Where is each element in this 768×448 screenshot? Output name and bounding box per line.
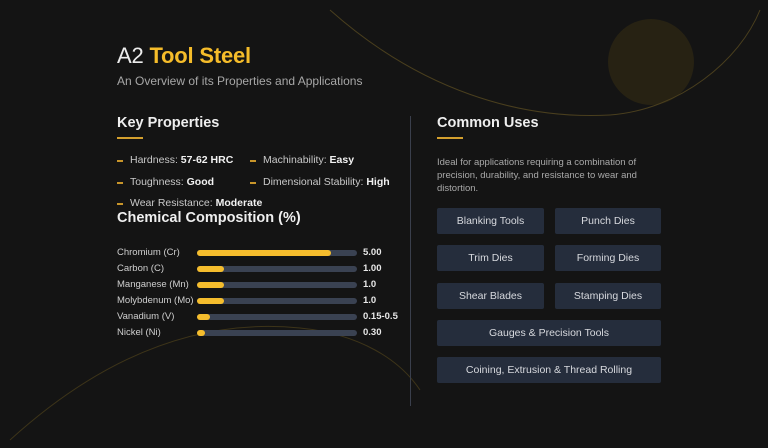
decorative-arc-bottom [9,325,421,441]
property-toughness: Toughness: Good [117,176,214,188]
bar-fill [197,330,205,336]
element-label: Manganese (Mn) [117,279,189,290]
property-hardness: Hardness: 57-62 HRC [117,154,233,166]
property-value: Moderate [215,197,263,209]
composition-heading: Chemical Composition (%) [117,210,301,226]
bullet-dash-icon [250,160,256,163]
heading-underline [437,137,463,139]
bar-track [197,266,357,272]
composition-row: Carbon (C) 1.00 [117,262,407,276]
use-stamping-dies[interactable]: Stamping Dies [555,283,661,309]
bar-fill [197,250,332,256]
bar-fill [197,298,225,304]
use-coining-extrusion-thread-rolling[interactable]: Coining, Extrusion & Thread Rolling [437,357,661,383]
property-machinability: Machinability: Easy [250,154,354,166]
property-label: Hardness: [130,154,178,166]
title-highlight: Tool Steel [149,43,251,68]
element-value: 5.00 [363,247,382,258]
element-value: 1.0 [363,279,377,290]
property-label: Wear Resistance: [130,197,213,209]
use-blanking-tools[interactable]: Blanking Tools [437,208,544,234]
composition-row: Molybdenum (Mo) 1.0 [117,294,407,308]
common-uses-heading: Common Uses [437,115,539,131]
property-value: Good [186,176,215,188]
property-label: Dimensional Stability: [263,176,364,188]
use-forming-dies[interactable]: Forming Dies [555,245,661,271]
use-trim-dies[interactable]: Trim Dies [437,245,544,271]
property-value: Easy [329,154,355,166]
bar-fill [197,282,225,288]
use-punch-dies[interactable]: Punch Dies [555,208,661,234]
element-label: Nickel (Ni) [117,327,161,338]
decorative-circle [608,19,694,105]
bar-fill [197,314,210,320]
composition-row: Chromium (Cr) 5.00 [117,246,407,260]
title-prefix: A2 [117,43,144,68]
column-divider [410,116,411,406]
property-value: High [366,176,390,188]
property-wear-resistance: Wear Resistance: Moderate [117,197,262,209]
page-subtitle: An Overview of its Properties and Applic… [117,74,363,88]
use-shear-blades[interactable]: Shear Blades [437,283,544,309]
bullet-dash-icon [117,160,123,163]
page-title: A2 Tool Steel [117,43,251,69]
bar-track [197,282,357,288]
bar-track [197,298,357,304]
bar-track [197,330,357,336]
element-label: Vanadium (V) [117,311,175,322]
bullet-dash-icon [117,182,123,185]
element-value: 1.0 [363,295,377,306]
property-label: Toughness: [130,176,184,188]
heading-underline [117,137,143,139]
element-label: Carbon (C) [117,263,164,274]
property-value: 57-62 HRC [180,154,234,166]
composition-row: Nickel (Ni) 0.30 [117,326,407,340]
element-value: 0.15-0.5 [363,311,398,322]
composition-row: Vanadium (V) 0.15-0.5 [117,310,407,324]
element-value: 0.30 [363,327,382,338]
element-label: Molybdenum (Mo) [117,295,194,306]
key-properties-heading: Key Properties [117,115,220,131]
composition-row: Manganese (Mn) 1.0 [117,278,407,292]
bullet-dash-icon [250,182,256,185]
use-gauges-precision-tools[interactable]: Gauges & Precision Tools [437,320,661,346]
decorative-arc-top [329,9,761,117]
bar-fill [197,266,225,272]
element-value: 1.00 [363,263,382,274]
element-label: Chromium (Cr) [117,247,180,258]
bar-track [197,314,357,320]
property-label: Machinability: [263,154,327,166]
bullet-dash-icon [117,203,123,206]
property-dimensional-stability: Dimensional Stability: High [250,176,390,188]
common-uses-description: Ideal for applications requiring a combi… [437,157,637,194]
bar-track [197,250,357,256]
